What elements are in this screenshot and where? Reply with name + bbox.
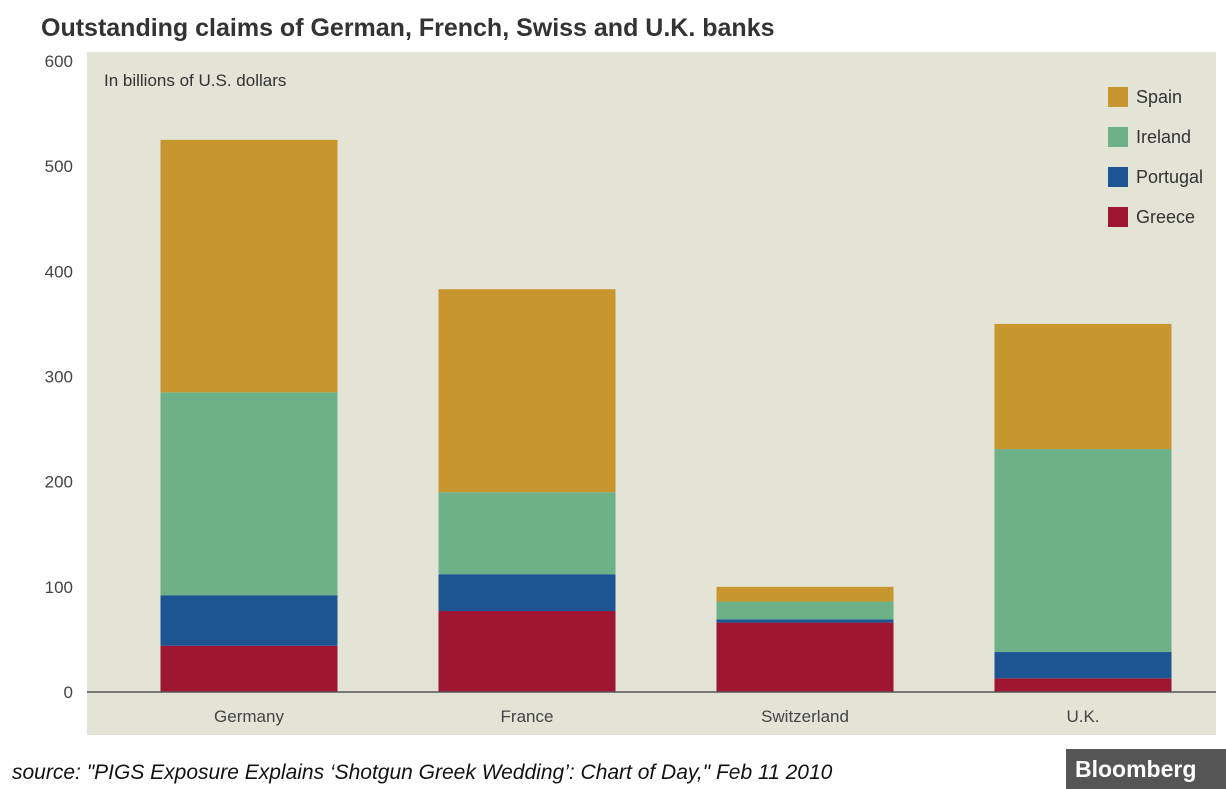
x-tick-label: France	[501, 707, 554, 726]
legend-label-greece: Greece	[1136, 207, 1195, 227]
chart-subtitle: In billions of U.S. dollars	[104, 71, 286, 90]
x-tick-label: Germany	[214, 707, 284, 726]
bar-germany-ireland	[160, 392, 338, 596]
bar-uk-spain	[994, 323, 1172, 450]
bar-germany-spain	[160, 139, 338, 393]
bar-france-greece	[438, 611, 616, 692]
bar-switzerland-greece	[716, 622, 894, 692]
legend: Spain Ireland Portugal Greece	[1108, 87, 1203, 227]
bar-switzerland-portugal	[716, 619, 894, 623]
bar-uk-ireland	[994, 449, 1172, 653]
chart-title: Outstanding claims of German, French, Sw…	[41, 14, 775, 42]
bar-switzerland-ireland	[716, 601, 894, 620]
y-tick-label: 600	[45, 52, 73, 71]
legend-label-portugal: Portugal	[1136, 167, 1203, 187]
x-tick-labels: Germany France Switzerland U.K.	[214, 707, 1099, 726]
bloomberg-logo: Bloomberg	[1066, 749, 1226, 789]
y-tick-label: 200	[45, 473, 73, 492]
bar-france-spain	[438, 289, 616, 493]
y-tick-label: 500	[45, 157, 73, 176]
legend-label-ireland: Ireland	[1136, 127, 1191, 147]
legend-swatch-portugal	[1108, 167, 1128, 187]
legend-swatch-spain	[1108, 87, 1128, 107]
bar-france-portugal	[438, 574, 616, 612]
y-tick-label: 100	[45, 578, 73, 597]
x-tick-label: U.K.	[1066, 707, 1099, 726]
bar-uk-greece	[994, 678, 1172, 692]
y-tick-label: 0	[64, 683, 73, 702]
source-caption: source: "PIGS Exposure Explains ‘Shotgun…	[12, 761, 833, 784]
legend-swatch-greece	[1108, 207, 1128, 227]
bar-uk-portugal	[994, 652, 1172, 679]
bar-switzerland-spain	[716, 586, 894, 602]
y-tick-label: 400	[45, 262, 73, 281]
x-tick-label: Switzerland	[761, 707, 849, 726]
bar-germany-portugal	[160, 595, 338, 646]
bars-layer	[160, 139, 1172, 692]
bar-france-ireland	[438, 492, 616, 575]
legend-swatch-ireland	[1108, 127, 1128, 147]
legend-label-spain: Spain	[1136, 87, 1182, 107]
bar-germany-greece	[160, 645, 338, 692]
y-tick-labels: 0 100 200 300 400 500 600	[45, 52, 73, 702]
y-tick-label: 300	[45, 368, 73, 387]
